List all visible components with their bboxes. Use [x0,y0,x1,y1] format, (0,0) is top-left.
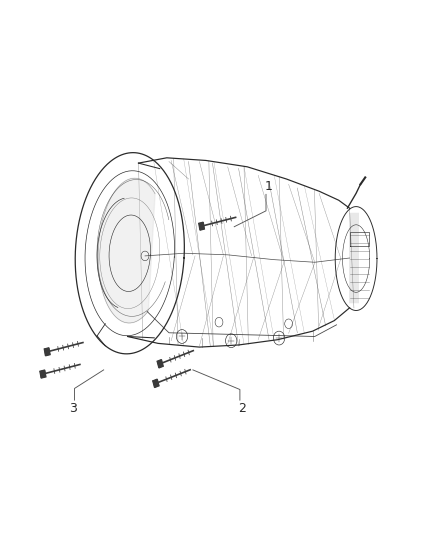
Polygon shape [199,222,205,230]
Text: 3: 3 [69,402,77,415]
Polygon shape [40,370,46,378]
Text: 1: 1 [265,180,272,193]
Polygon shape [44,348,50,356]
Text: 2: 2 [239,402,247,415]
Polygon shape [153,379,159,387]
Polygon shape [157,360,163,368]
Polygon shape [98,178,155,323]
